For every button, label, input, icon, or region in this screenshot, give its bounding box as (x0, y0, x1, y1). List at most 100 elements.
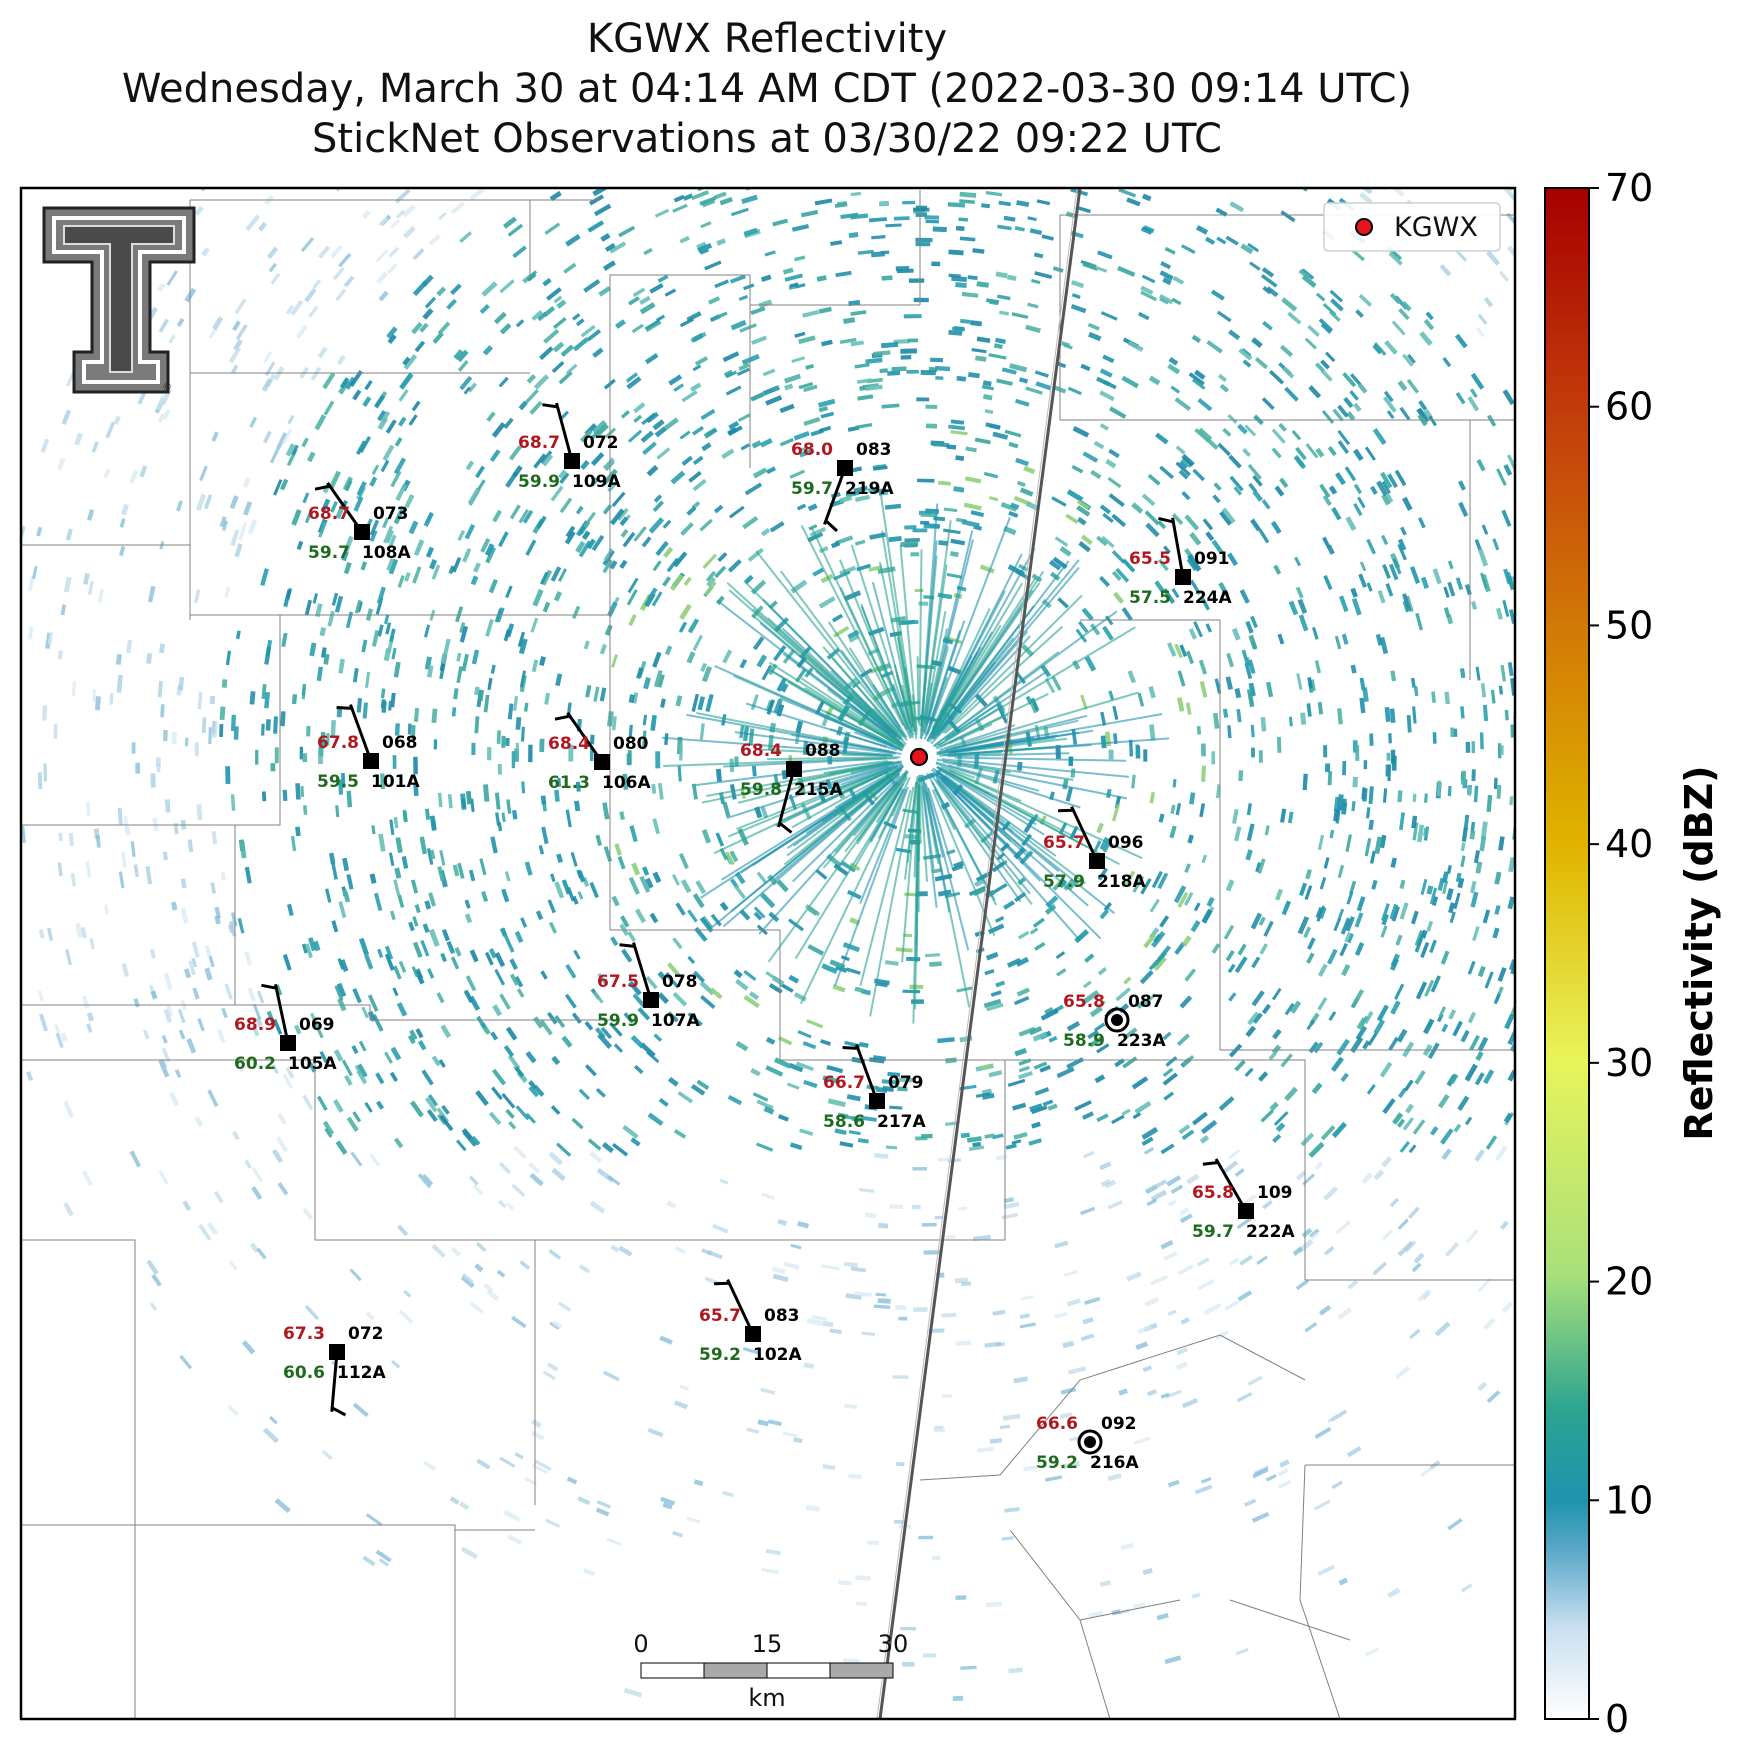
station-temperature: 68.4 (740, 741, 782, 761)
wind-barb-flag (314, 484, 331, 491)
station-dewpoint: 58.6 (823, 1112, 865, 1132)
station-223a[interactable]: 65.8 087 58.9 223A (1063, 992, 1166, 1051)
wind-barb-flag (714, 1281, 730, 1286)
station-106a[interactable]: 68.4 080 61.3 106A (548, 712, 651, 793)
highway-line-shadow (876, 188, 1078, 1719)
title-line-3: StickNet Observations at 03/30/22 09:22 … (312, 116, 1222, 162)
wind-barb-staff (1070, 805, 1099, 862)
station-dewpoint: 57.9 (1043, 872, 1085, 892)
wind-barb-flag (1202, 1161, 1219, 1166)
scale-seg-2 (703, 1662, 768, 1679)
station-216a[interactable]: 66.6 092 59.2 216A (1036, 1414, 1139, 1473)
station-temperature: 68.7 (518, 433, 560, 453)
station-marker (564, 453, 580, 469)
station-pressure: 068 (382, 733, 418, 753)
sticknet-stations: 68.7 072 59.9 109A 68.0 083 59.7 219A 68.7 073 59.… (234, 402, 1295, 1473)
wind-barb-staff (1171, 517, 1185, 578)
station-112a[interactable]: 67.3 072 60.6 112A (283, 1324, 386, 1417)
texas-tech-logo: ® (42, 206, 196, 394)
wind-barb-flag (261, 983, 277, 990)
colorbar-label: Reflectivity (dBZ) (1677, 765, 1721, 1140)
station-pressure: 078 (662, 972, 698, 992)
station-marker (354, 524, 370, 540)
wind-barb-staff (326, 482, 364, 533)
radar-site-marker[interactable] (909, 747, 929, 767)
station-calm-ring (1077, 1429, 1103, 1455)
wind-barb-flag (554, 714, 571, 721)
station-id: 216A (1090, 1453, 1139, 1473)
station-temperature: 68.9 (234, 1015, 276, 1035)
station-temperature: 67.5 (597, 972, 639, 992)
station-102a[interactable]: 65.7 083 59.2 102A (699, 1278, 802, 1365)
station-dewpoint: 59.9 (597, 1011, 639, 1031)
station-pressure: 083 (764, 1306, 800, 1326)
station-222a[interactable]: 65.8 109 59.7 222A (1192, 1158, 1295, 1242)
station-id: 223A (1117, 1031, 1166, 1051)
station-temperature: 66.7 (823, 1073, 865, 1093)
station-id: 106A (602, 773, 651, 793)
station-id: 222A (1246, 1222, 1295, 1242)
colorbar-tick-label: 30 (1605, 1041, 1653, 1085)
colorbar-gradient (1544, 187, 1590, 1720)
wind-barb-staff (855, 1044, 879, 1102)
wind-barb-staff (777, 768, 796, 828)
station-dewpoint: 59.5 (317, 772, 359, 792)
station-marker (745, 1326, 761, 1342)
scale-label-0: 0 (633, 1630, 648, 1658)
station-id: 219A (845, 479, 894, 499)
station-temperature: 65.8 (1063, 992, 1105, 1012)
station-pressure: 083 (856, 440, 892, 460)
title-line-1: KGWX Reflectivity (586, 16, 948, 62)
station-temperature: 68.4 (548, 734, 590, 754)
station-pressure: 109 (1257, 1183, 1293, 1203)
station-107a[interactable]: 67.5 078 59.9 107A (597, 942, 700, 1031)
station-109a[interactable]: 68.7 072 59.9 109A (518, 402, 621, 492)
station-pressure: 080 (613, 734, 649, 754)
station-pressure: 069 (299, 1015, 335, 1035)
wind-barb-staff (823, 467, 847, 525)
station-temperature: 66.6 (1036, 1414, 1078, 1434)
station-marker (869, 1093, 885, 1109)
station-224a[interactable]: 65.5 091 57.5 224A (1129, 516, 1232, 608)
station-temperature: 65.7 (699, 1306, 741, 1326)
scale-label-30: 30 (878, 1630, 909, 1658)
wind-barb-flag (1058, 808, 1074, 813)
station-temperature: 68.7 (308, 504, 350, 524)
station-101a[interactable]: 67.8 068 59.5 101A (317, 704, 420, 792)
station-temperature: 65.7 (1043, 833, 1085, 853)
station-108a[interactable]: 68.7 073 59.7 108A (308, 482, 411, 563)
legend-label: KGWX (1394, 212, 1478, 243)
colorbar-tick-label: 70 (1605, 166, 1653, 210)
station-215a[interactable]: 68.4 088 59.8 215A (740, 741, 843, 834)
scale-seg-3 (766, 1662, 831, 1679)
station-marker (837, 460, 853, 476)
colorbar-tick-label: 10 (1605, 1478, 1653, 1522)
station-id: 112A (337, 1363, 386, 1383)
station-id: 108A (362, 543, 411, 563)
station-dewpoint: 59.2 (699, 1345, 741, 1365)
station-marker (280, 1035, 296, 1051)
station-217a[interactable]: 66.7 079 58.6 217A (823, 1044, 926, 1132)
highway-line (878, 188, 1082, 1719)
station-218a[interactable]: 65.7 096 57.9 218A (1043, 805, 1146, 892)
station-dewpoint: 58.9 (1063, 1031, 1105, 1051)
station-219a[interactable]: 68.0 083 59.7 219A (791, 440, 894, 533)
scale-label-15: 15 (752, 1630, 783, 1658)
station-105a[interactable]: 68.9 069 60.2 105A (234, 983, 337, 1074)
station-dewpoint: 57.5 (1129, 588, 1171, 608)
scale-seg-4 (829, 1662, 894, 1679)
station-marker (786, 761, 802, 777)
station-dewpoint: 59.2 (1036, 1453, 1078, 1473)
station-pressure: 091 (1194, 549, 1230, 569)
station-pressure: 087 (1128, 992, 1164, 1012)
scale-seg-1 (640, 1662, 705, 1679)
map-frame (19, 186, 1517, 1721)
station-marker (1111, 1014, 1123, 1026)
wind-barb-flag (842, 1046, 858, 1050)
station-temperature: 67.3 (283, 1324, 325, 1344)
wind-barb-staff (274, 983, 290, 1044)
svg-text:®: ® (162, 382, 172, 393)
colorbar-ticks: 0 10 20 30 40 50 60 70 (1589, 166, 1653, 1741)
scale-unit: km (748, 1684, 785, 1712)
